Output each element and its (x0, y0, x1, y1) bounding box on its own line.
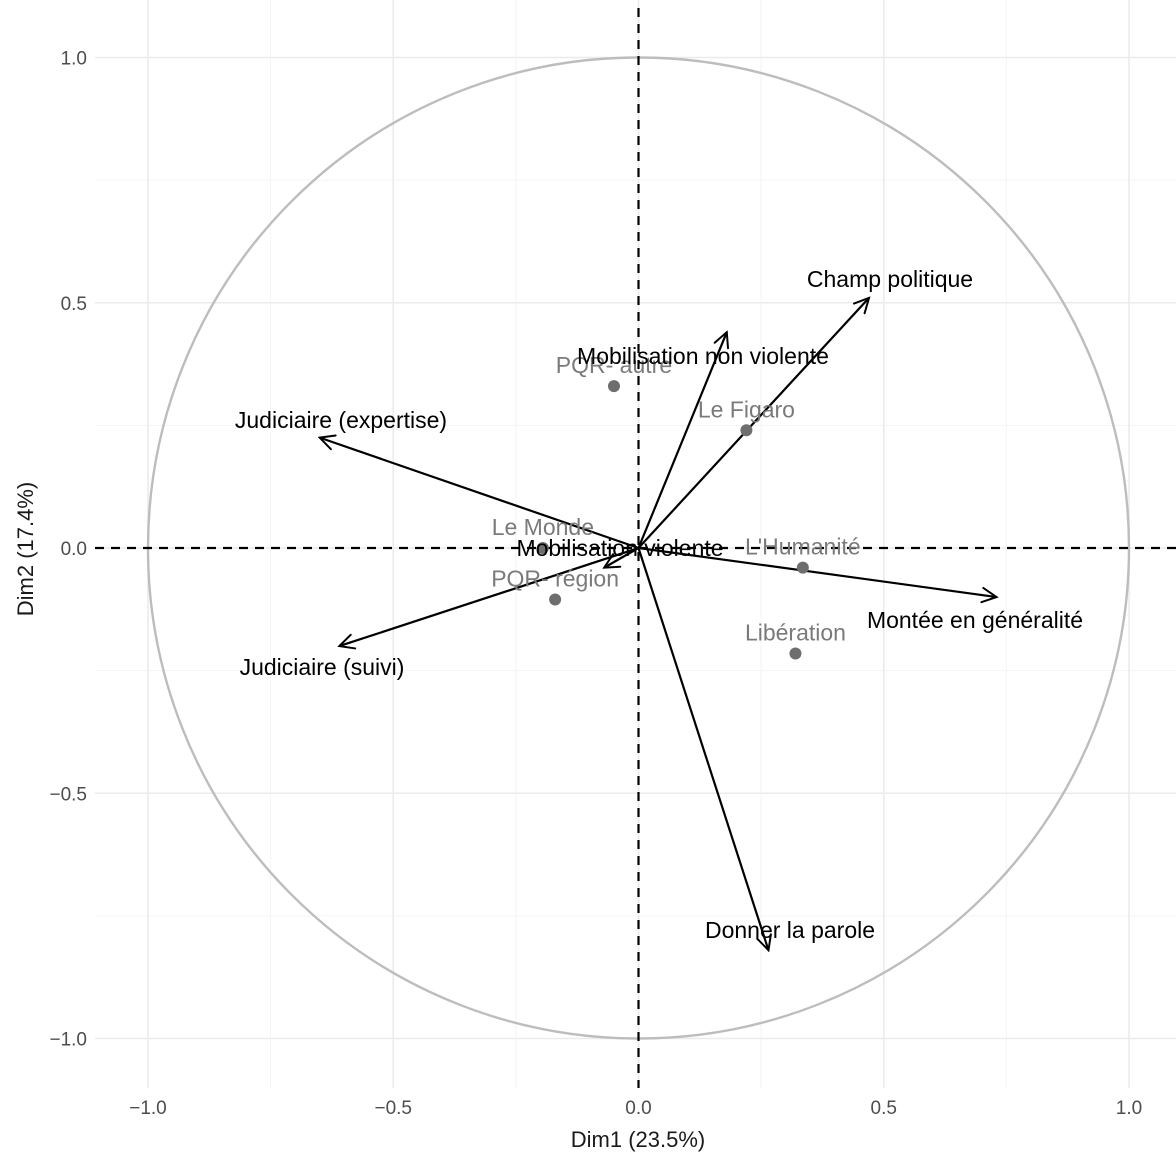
variable-label: Judiciaire (suivi) (240, 654, 405, 680)
variable-label: Mobilisation non violente (577, 343, 829, 369)
individual-label: PQR- autre (556, 352, 672, 378)
individual-point (796, 561, 809, 574)
variable-label: Mobilisation violente (516, 535, 723, 561)
individual-label: L'Humanité (745, 534, 861, 560)
individual-point (789, 647, 802, 660)
variable-arrow (637, 547, 769, 950)
individual-label: Le Monde (492, 514, 594, 540)
variable-label: Champ politique (807, 266, 973, 292)
x-axis-tick-labels: −1.0 −0.5 0.0 0.5 1.0 (129, 1098, 1142, 1119)
y-axis-title: Dim2 (17.4%) (13, 482, 38, 616)
variable-arrow (637, 332, 727, 549)
variable-arrow (320, 438, 639, 550)
x-tick-label: 0.5 (871, 1098, 897, 1119)
x-tick-label: −1.0 (129, 1098, 167, 1119)
individual-point (740, 424, 753, 437)
x-tick-label: 0.0 (625, 1098, 651, 1119)
minor-gridlines (95, 0, 1176, 1088)
y-axis-tick-labels: −1.0 −0.5 0.0 0.5 1.0 (49, 49, 87, 1051)
variable-labels: Champ politique Mobilisation non violente… (235, 266, 1083, 943)
variable-label: Judiciaire (expertise) (235, 407, 447, 433)
x-tick-label: −0.5 (374, 1098, 412, 1119)
variable-label: Montée en généralité (867, 607, 1083, 633)
x-tick-label: 1.0 (1116, 1098, 1142, 1119)
individual-labels: PQR- autre Le Figaro Le Monde L'Humanité PQR… (491, 352, 860, 645)
individual-point (536, 542, 549, 554)
x-axis-title: Dim1 (23.5%) (571, 1127, 705, 1152)
y-tick-label: 0.0 (61, 539, 87, 560)
reference-lines (95, 8, 1176, 1088)
y-tick-label: −0.5 (49, 784, 87, 805)
individual-point (549, 593, 562, 606)
variable-arrow (638, 546, 997, 597)
variable-label: Donner la parole (705, 917, 875, 943)
individual-label: Le Figaro (698, 396, 795, 422)
y-tick-label: 0.5 (61, 294, 87, 315)
variable-arrows (320, 298, 997, 950)
y-tick-label: 1.0 (61, 49, 87, 70)
variable-arrow (637, 298, 870, 549)
variable-arrow (604, 547, 640, 568)
variable-arrow (339, 546, 639, 646)
individual-point (607, 380, 620, 393)
individual-points (536, 380, 809, 660)
y-tick-label: −1.0 (49, 1030, 87, 1051)
individual-label: PQR- région (491, 566, 619, 592)
individual-label: Libération (745, 619, 846, 645)
